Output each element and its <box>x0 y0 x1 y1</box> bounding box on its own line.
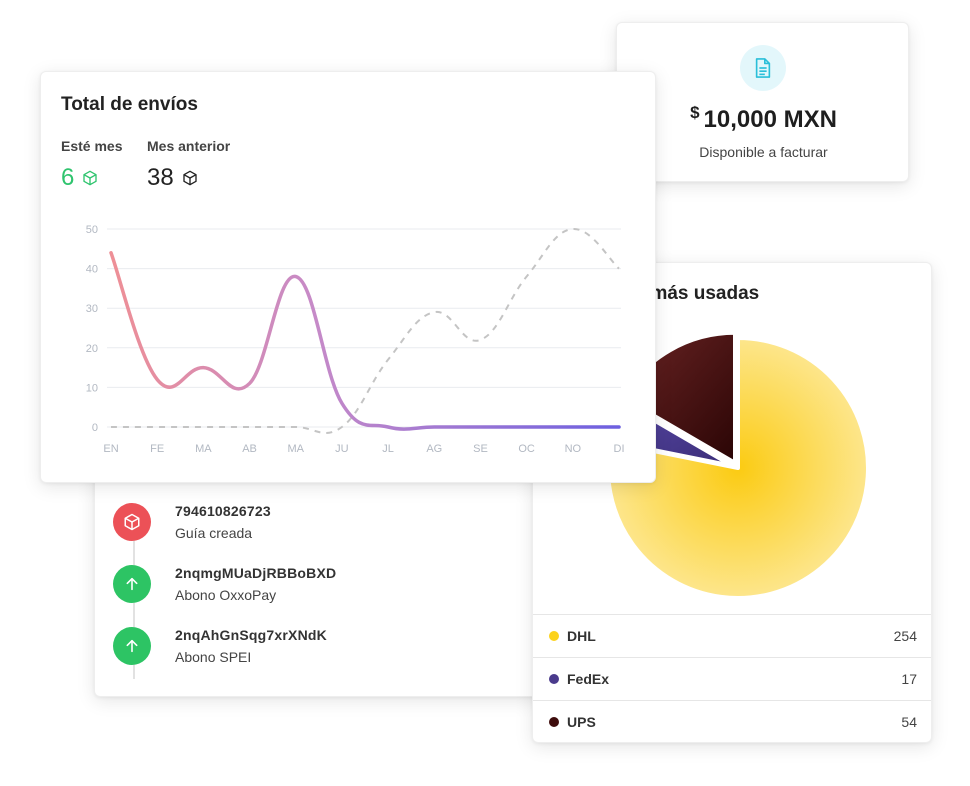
document-icon-circle <box>740 45 786 91</box>
y-tick-label: 10 <box>86 382 98 394</box>
carriers-title: ns más usadas <box>623 283 760 304</box>
y-tick-label: 0 <box>92 422 98 434</box>
currency-symbol: $ <box>690 103 700 122</box>
x-tick-label: OC <box>518 443 535 455</box>
y-tick-label: 40 <box>86 264 98 276</box>
x-tick-label: AG <box>426 443 442 455</box>
legend-dot <box>549 717 559 727</box>
stat-label: Mes anterior <box>147 138 231 154</box>
legend-row-dhl[interactable]: DHL 254 <box>533 614 931 657</box>
balance-amount: $10,000 MXN <box>617 103 910 134</box>
x-tick-label: JU <box>335 443 349 455</box>
x-tick-label: SE <box>473 443 488 455</box>
x-tick-label: EN <box>103 443 118 455</box>
legend-name: UPS <box>567 714 596 730</box>
legend-value: 54 <box>901 714 917 730</box>
activity-title: 794610826723 <box>175 503 271 519</box>
shipments-line-chart: 0 10 20 30 40 50 EN FE MA AB MA JU JL AG SE OC NO DI <box>86 224 625 455</box>
activity-subtitle: Abono SPEI <box>175 649 252 665</box>
activity-item[interactable]: 794610826723 Guía creada <box>113 503 533 543</box>
y-tick-label: 30 <box>86 303 98 315</box>
balance-subtitle: Disponible a facturar <box>699 144 828 160</box>
x-tick-label: JL <box>382 443 394 455</box>
legend-name: FedEx <box>567 671 610 687</box>
legend-name: DHL <box>567 628 596 644</box>
activity-title: 2nqAhGnSqg7xrXNdK <box>175 627 327 643</box>
package-icon <box>124 513 140 531</box>
stat-label: Esté mes <box>61 138 123 154</box>
y-tick-label: 50 <box>86 224 98 236</box>
shipments-title: Total de envíos <box>61 94 198 115</box>
amount-value: 10,000 MXN <box>703 106 837 133</box>
series-line-previous <box>111 227 620 434</box>
legend-dot <box>549 631 559 641</box>
x-tick-label: FE <box>150 443 164 455</box>
activity-item[interactable]: 2nqmgMUaDjRBBoBXD Abono OxxoPay <box>113 565 533 605</box>
stat-this-month: Esté mes 6 <box>61 138 122 192</box>
x-tick-label: DI <box>614 443 625 455</box>
activity-subtitle: Guía creada <box>175 525 253 541</box>
legend-row-ups[interactable]: UPS 54 <box>533 700 931 742</box>
y-tick-label: 20 <box>86 343 98 355</box>
activity-icon-circle <box>113 627 151 665</box>
balance-card: $10,000 MXN Disponible a facturar <box>616 22 909 182</box>
stat-value: 38 <box>147 164 174 191</box>
arrow-up-icon <box>126 577 138 591</box>
activity-item[interactable]: 2nqAhGnSqg7xrXNdK Abono SPEI <box>113 627 533 667</box>
shipments-card: Total de envíos Esté mes 6 Mes anterior … <box>40 71 656 483</box>
x-tick-label: AB <box>242 443 257 455</box>
activity-title: 2nqmgMUaDjRBBoBXD <box>175 565 337 581</box>
pie-slice-dhl <box>606 336 870 600</box>
activity-icon-circle <box>113 503 151 541</box>
legend-dot <box>549 674 559 684</box>
activity-subtitle: Abono OxxoPay <box>175 587 277 603</box>
box-icon <box>83 170 98 186</box>
x-tick-label: MA <box>195 443 212 455</box>
x-tick-label: MA <box>287 443 304 455</box>
document-icon <box>755 58 771 78</box>
stat-last-month: Mes anterior 38 <box>147 138 230 192</box>
activity-icon-circle <box>113 565 151 603</box>
carriers-legend: DHL 254 FedEx 17 UPS 54 <box>533 614 931 742</box>
legend-value: 17 <box>901 671 917 687</box>
legend-value: 254 <box>893 628 917 644</box>
x-tick-label: NO <box>565 443 582 455</box>
stat-value: 6 <box>61 164 75 191</box>
series-line-current <box>109 251 621 431</box>
box-icon <box>183 170 197 186</box>
timeline-line <box>133 531 135 679</box>
legend-row-fedex[interactable]: FedEx 17 <box>533 657 931 700</box>
arrow-up-icon <box>126 639 138 653</box>
